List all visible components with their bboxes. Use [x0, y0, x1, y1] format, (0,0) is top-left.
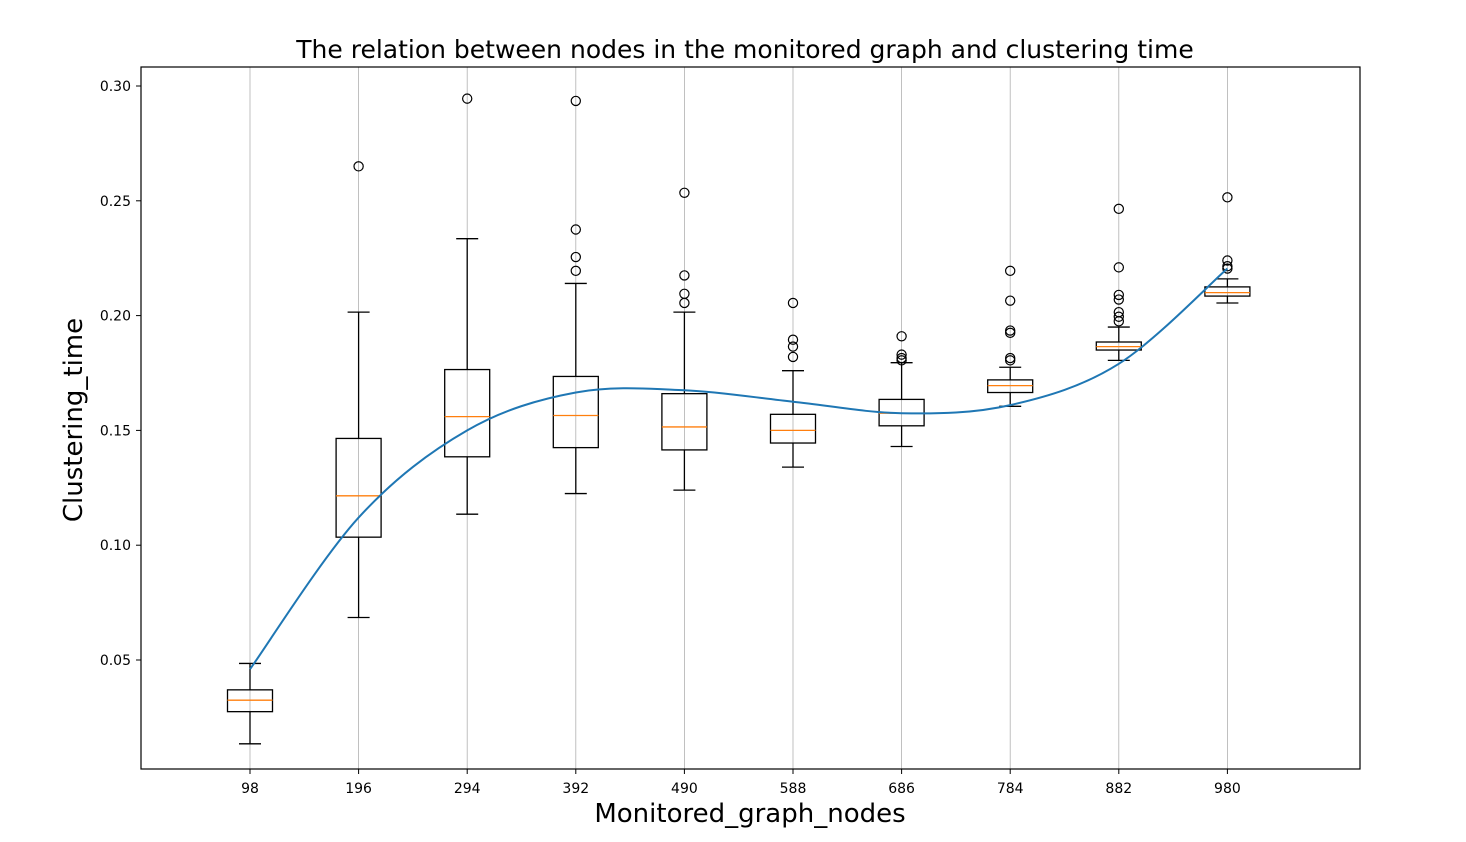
outlier-point — [787, 297, 799, 309]
outlier-point — [1005, 295, 1016, 306]
box-iqr — [335, 437, 382, 538]
outlier-point — [896, 355, 907, 366]
outlier-point — [1113, 316, 1125, 327]
outlier-point — [1113, 262, 1125, 273]
outlier-point — [353, 161, 364, 172]
outlier-point — [787, 341, 799, 352]
outlier-point — [787, 351, 799, 363]
box-series — [226, 93, 1251, 745]
box-196 — [335, 161, 382, 619]
outlier-point — [1005, 265, 1016, 277]
grid-lines — [249, 67, 1228, 769]
outlier-point — [1005, 327, 1016, 339]
box-iqr — [1204, 286, 1251, 297]
box-iqr — [444, 368, 491, 458]
outlier-point — [570, 224, 582, 235]
outlier-point — [679, 270, 690, 281]
x-tick-label: 686 — [888, 781, 915, 797]
y-tick-label: 0.20 — [100, 309, 131, 325]
outlier-point — [787, 334, 799, 345]
box-588 — [769, 297, 817, 468]
box-98 — [226, 662, 274, 745]
plot-area-frame — [140, 66, 1361, 770]
outlier-point — [1222, 192, 1233, 203]
outlier-point — [570, 251, 582, 263]
x-axis: 98 196 294 392 490 588 686 784 882 980 — [241, 769, 1241, 797]
outlier-point — [1113, 289, 1125, 301]
trend-layer — [249, 267, 1229, 670]
outlier-point — [1113, 294, 1125, 305]
box-490 — [661, 187, 708, 491]
outlier-point — [1113, 203, 1125, 215]
outlier-point — [1005, 355, 1016, 366]
box-882 — [1095, 203, 1142, 362]
box-294 — [444, 93, 491, 515]
x-tick-label: 294 — [454, 781, 481, 797]
box-784 — [987, 265, 1034, 407]
box-iqr — [769, 413, 817, 444]
y-tick-label: 0.25 — [100, 194, 131, 210]
x-tick-label: 588 — [780, 781, 807, 797]
outlier-point — [462, 93, 473, 104]
outlier-point — [679, 187, 690, 198]
x-axis-label: Monitored_graph_nodes — [594, 799, 905, 829]
outlier-point — [570, 95, 582, 107]
x-tick-label: 196 — [345, 781, 372, 797]
box-392 — [552, 95, 599, 495]
y-tick-label: 0.15 — [100, 423, 131, 439]
box-980 — [1204, 192, 1251, 304]
outlier-point — [570, 265, 582, 277]
x-tick-label: 980 — [1214, 781, 1241, 797]
box-iqr — [552, 375, 599, 449]
x-tick-label: 882 — [1105, 781, 1132, 797]
outlier-point — [1113, 311, 1125, 322]
outlier-point — [1222, 255, 1233, 266]
outlier-point — [679, 297, 690, 309]
y-tick-label: 0.05 — [100, 653, 131, 669]
y-axis: 0.05 0.10 0.15 0.20 0.25 0.30 — [100, 79, 141, 669]
trend-line — [249, 267, 1229, 670]
y-tick-label: 0.10 — [100, 538, 131, 554]
outlier-point — [896, 349, 907, 360]
x-tick-label: 784 — [997, 781, 1024, 797]
chart-title: The relation between nodes in the monito… — [295, 35, 1193, 64]
x-tick-label: 98 — [241, 781, 259, 797]
y-tick-label: 0.30 — [100, 79, 131, 95]
y-axis-label: Clustering_time — [59, 318, 89, 522]
box-iqr — [661, 393, 708, 451]
x-tick-label: 392 — [562, 781, 589, 797]
outlier-point — [1222, 263, 1233, 274]
outlier-point — [896, 331, 907, 342]
x-tick-label: 490 — [671, 781, 698, 797]
